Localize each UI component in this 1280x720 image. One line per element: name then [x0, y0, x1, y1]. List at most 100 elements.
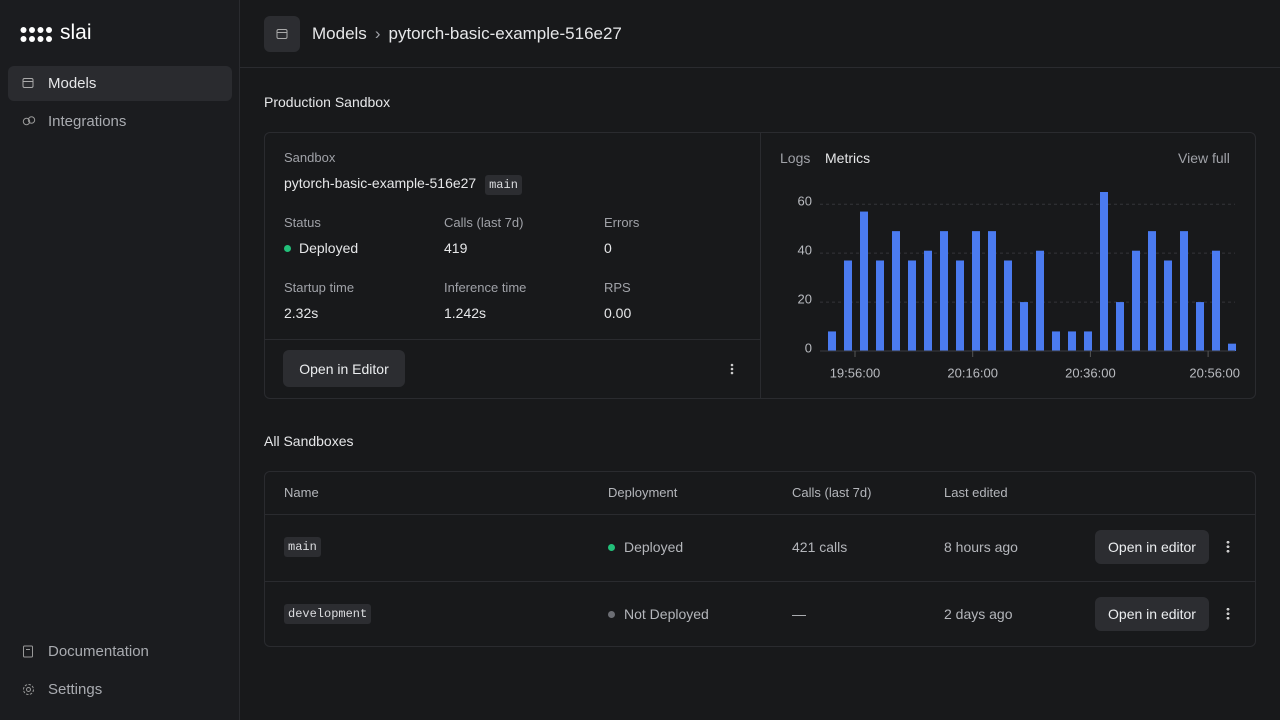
- icon: [22, 116, 36, 126]
- nav-label: Settings: [48, 681, 103, 698]
- more-menu[interactable]: [1226, 540, 1230, 554]
- header-icon: [264, 16, 300, 52]
- stat-value: 0.00: [604, 305, 631, 321]
- nav-label: Integrations: [48, 113, 127, 130]
- stat-label: RPS: [604, 280, 631, 295]
- breadcrumb: Models › pytorch-basic-example-516e27: [312, 24, 622, 44]
- logo-text: slai: [60, 21, 92, 44]
- deployment: Not Deployed: [608, 606, 709, 622]
- bar: [844, 260, 852, 351]
- x-tick-label: 20:36:00: [1065, 365, 1116, 380]
- open-editor-button[interactable]: Open in Editor: [283, 350, 405, 387]
- column-header: Name: [284, 485, 319, 500]
- sandboxes-table: Name Deployment Calls (last 7d) Last edited…: [264, 471, 1256, 647]
- last-edited: 8 hours ago: [944, 539, 1018, 555]
- x-tick-label: 19:56:00: [830, 365, 881, 380]
- stat-value: 0: [604, 240, 612, 256]
- y-tick-label: 20: [798, 292, 812, 307]
- nav-item[interactable]: Models: [8, 66, 232, 101]
- x-tick-label: 20:56:00: [1189, 365, 1240, 380]
- icon: [22, 78, 34, 88]
- tab[interactable]: Logs: [780, 150, 811, 166]
- stat-value: 1.242s: [444, 305, 486, 321]
- nav-item[interactable]: Settings: [8, 672, 232, 707]
- y-tick-label: 60: [798, 194, 812, 209]
- breadcrumb-link[interactable]: Models: [312, 24, 367, 43]
- bar: [860, 211, 868, 351]
- calls: 421 calls: [792, 539, 848, 555]
- stat-label: Calls (last 7d): [444, 215, 524, 230]
- status-dot: [608, 544, 615, 551]
- y-tick-label: 0: [805, 340, 812, 355]
- stat-value: 2.32s: [284, 305, 318, 321]
- bar: [1036, 250, 1044, 351]
- status-dot: [284, 245, 291, 252]
- icon: [276, 29, 288, 39]
- deployment: Deployed: [608, 539, 683, 555]
- name: pytorch-basic-example-516e27: [284, 175, 477, 191]
- value-text: 1.242s: [444, 305, 487, 321]
- sandbox-name: pytorch-basic-example-516e27 main: [284, 175, 522, 195]
- chart: 0 20 40 60 19:56:00 20:16:00 20:36:00 20:56:00: [798, 192, 1240, 380]
- sidebar: slai Models Integrations Documentation S…: [0, 0, 240, 720]
- branch-tag: main: [485, 175, 522, 195]
- y-tick-label: 40: [798, 243, 812, 258]
- bar: [876, 260, 884, 351]
- open-editor-button[interactable]: Open in editor: [1095, 530, 1209, 564]
- value-text: 419: [444, 240, 468, 256]
- value-text: 2.32s: [284, 305, 319, 321]
- section-title: All Sandboxes: [264, 433, 354, 449]
- divider: [760, 133, 761, 398]
- bar: [988, 231, 996, 351]
- nav-item[interactable]: Documentation: [8, 634, 232, 669]
- open-editor-button[interactable]: Open in editor: [1095, 597, 1209, 631]
- stat-value: 419: [444, 240, 467, 256]
- deployment-text: Not Deployed: [624, 606, 709, 622]
- bar: [956, 260, 964, 351]
- bar: [1228, 343, 1236, 351]
- stat-label: Status: [284, 215, 321, 230]
- stat-label: Startup time: [284, 280, 355, 295]
- bar: [924, 250, 932, 351]
- stat-label: Errors: [604, 215, 640, 230]
- bar: [1116, 302, 1124, 351]
- bar: [892, 231, 900, 351]
- production-card: Sandbox pytorch-basic-example-516e27 mai…: [264, 132, 1256, 399]
- section-title: Production Sandbox: [264, 94, 391, 110]
- bar: [1052, 331, 1060, 351]
- bar: [1132, 250, 1140, 351]
- column-header: Deployment: [608, 485, 678, 500]
- nav-item[interactable]: Integrations: [8, 104, 232, 139]
- row-divider: [265, 581, 1255, 582]
- logo-mark: [20, 27, 52, 42]
- more-menu[interactable]: [1226, 607, 1230, 621]
- bar: [972, 231, 980, 351]
- status-dot: [608, 611, 615, 618]
- branch-tag: development: [284, 604, 372, 624]
- bar: [940, 231, 948, 351]
- nav-label: Models: [48, 75, 97, 92]
- bar: [1020, 302, 1028, 351]
- deployment-text: Deployed: [624, 539, 684, 555]
- label: Sandbox: [284, 150, 336, 165]
- icon: [23, 684, 34, 695]
- column-header: Calls (last 7d): [792, 485, 872, 500]
- icon: [23, 645, 33, 658]
- bar: [1164, 260, 1172, 351]
- bar: [1084, 331, 1092, 351]
- tab-active[interactable]: Metrics: [825, 150, 871, 166]
- header: Models › pytorch-basic-example-516e27: [240, 0, 1280, 68]
- value-text: 0.00: [604, 305, 632, 321]
- bar: [828, 331, 836, 351]
- view-full-link[interactable]: View full: [1178, 150, 1230, 166]
- stat-label: Inference time: [444, 280, 527, 295]
- bar: [1068, 331, 1076, 351]
- stat-value: Deployed: [284, 240, 358, 256]
- value-text: Deployed: [299, 240, 359, 256]
- bar: [1180, 231, 1188, 351]
- breadcrumb-current: pytorch-basic-example-516e27: [388, 24, 622, 43]
- more-menu[interactable]: [729, 363, 735, 377]
- separator: ›: [374, 24, 381, 43]
